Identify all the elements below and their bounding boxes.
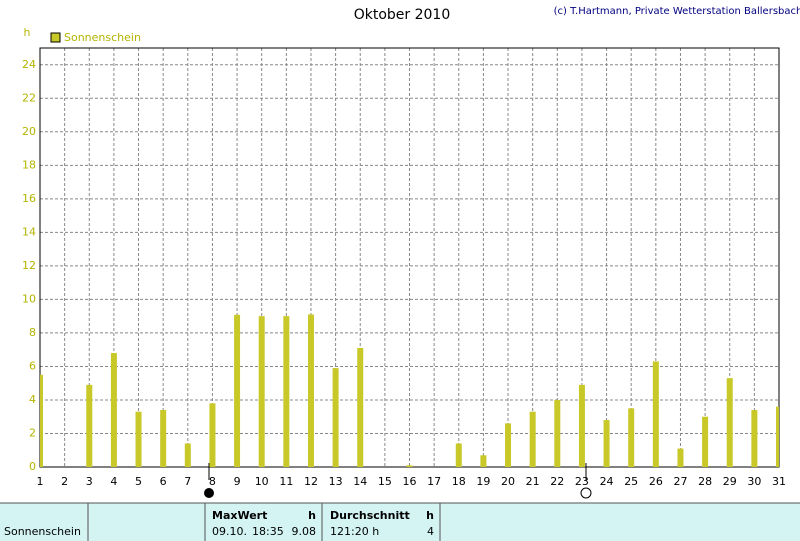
x-tick-label: 30 xyxy=(747,475,761,488)
row-label: Sonnenschein xyxy=(4,525,81,538)
x-tick-label: 27 xyxy=(673,475,687,488)
bar xyxy=(209,403,216,467)
x-tick-label: 7 xyxy=(184,475,191,488)
bar xyxy=(529,411,536,467)
new-moon xyxy=(204,488,214,498)
x-tick-label: 3 xyxy=(86,475,93,488)
y-tick-label: 16 xyxy=(22,192,36,205)
bar xyxy=(554,399,561,467)
x-tick-label: 11 xyxy=(279,475,293,488)
bar xyxy=(357,348,364,467)
credit: (c) T.Hartmann, Private Wetterstation Ba… xyxy=(554,6,800,17)
y-tick-label: 0 xyxy=(29,460,36,473)
bar xyxy=(283,316,290,467)
header: h xyxy=(308,509,316,522)
bar xyxy=(86,384,93,467)
x-tick-label: 6 xyxy=(160,475,167,488)
bar xyxy=(603,420,610,467)
cell: 09.10. xyxy=(212,525,247,538)
bar xyxy=(307,314,314,467)
bar xyxy=(135,411,142,467)
bar xyxy=(776,406,779,467)
bar xyxy=(455,443,462,467)
table-bg xyxy=(0,503,800,541)
bar xyxy=(652,361,659,467)
cell: 18:35 xyxy=(252,525,284,538)
x-tick-label: 25 xyxy=(624,475,638,488)
chart-title: Oktober 2010 xyxy=(354,7,451,23)
moon-markers xyxy=(204,463,592,499)
y-tick-label: 20 xyxy=(22,125,36,138)
legend-label: Sonnenschein xyxy=(64,31,141,44)
x-tick-label: 24 xyxy=(600,475,614,488)
y-tick-label: 24 xyxy=(22,58,36,71)
x-tick-label: 9 xyxy=(234,475,241,488)
x-tick-label: 8 xyxy=(209,475,216,488)
header: MaxWert xyxy=(212,509,267,522)
y-tick-label: 12 xyxy=(22,259,36,272)
bar xyxy=(332,368,339,467)
bar xyxy=(406,465,413,467)
x-tick-label: 4 xyxy=(110,475,117,488)
summary-table: Sonnenschein MaxWert h Durchschnitt h 09… xyxy=(0,502,800,541)
header: Durchschnitt xyxy=(330,509,410,522)
cell: 4 xyxy=(427,525,434,538)
x-tick-label: 29 xyxy=(723,475,737,488)
bar xyxy=(160,410,167,467)
bar xyxy=(751,410,758,467)
bar xyxy=(480,455,487,467)
bar xyxy=(40,374,43,467)
y-tick-label: 8 xyxy=(29,326,36,339)
bar xyxy=(702,416,709,467)
x-tick-label: 16 xyxy=(403,475,417,488)
y-tick-label: 14 xyxy=(22,225,36,238)
x-tick-label: 1 xyxy=(37,475,44,488)
x-tick-label: 20 xyxy=(501,475,515,488)
x-tick-label: 5 xyxy=(135,475,142,488)
x-tick-label: 13 xyxy=(329,475,343,488)
y-axis-label: h xyxy=(24,26,31,39)
legend-swatch xyxy=(50,32,61,43)
full-moon xyxy=(580,487,592,499)
cell: 121:20 h xyxy=(330,525,379,538)
x-tick-label: 22 xyxy=(550,475,564,488)
bar xyxy=(726,378,733,467)
x-tick-label: 18 xyxy=(452,475,466,488)
y-tick-label: 2 xyxy=(29,426,36,439)
bar xyxy=(578,384,585,467)
x-tick-label: 12 xyxy=(304,475,318,488)
header: h xyxy=(426,509,434,522)
bar xyxy=(628,408,635,467)
y-tick-label: 6 xyxy=(29,359,36,372)
y-tick-label: 22 xyxy=(22,91,36,104)
x-tick-label: 17 xyxy=(427,475,441,488)
x-tick-label: 26 xyxy=(649,475,663,488)
x-tick-label: 23 xyxy=(575,475,589,488)
y-tick-label: 18 xyxy=(22,158,36,171)
bar xyxy=(110,353,117,467)
y-tick-label: 10 xyxy=(22,292,36,305)
x-tick-label: 31 xyxy=(772,475,786,488)
bar xyxy=(184,443,191,467)
y-tick-label: 4 xyxy=(29,393,36,406)
x-tick-label: 28 xyxy=(698,475,712,488)
bar xyxy=(234,314,241,467)
x-tick-label: 14 xyxy=(353,475,367,488)
bar xyxy=(505,423,512,467)
bar xyxy=(677,448,684,467)
bar xyxy=(258,316,265,467)
x-tick-label: 2 xyxy=(61,475,68,488)
x-tick-label: 10 xyxy=(255,475,269,488)
x-tick-label: 15 xyxy=(378,475,392,488)
x-tick-label: 19 xyxy=(476,475,490,488)
x-tick-label: 21 xyxy=(526,475,540,488)
cell: 9.08 xyxy=(292,525,317,538)
